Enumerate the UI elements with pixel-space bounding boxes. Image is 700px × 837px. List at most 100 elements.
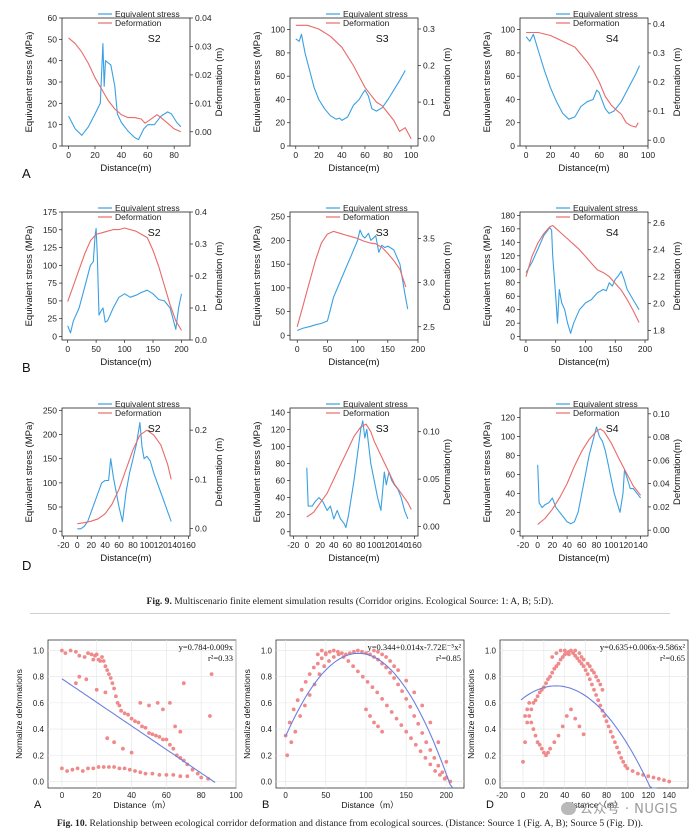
legend-stress-label: Equivalent stress bbox=[573, 9, 638, 19]
data-point bbox=[615, 745, 619, 750]
data-point bbox=[208, 714, 212, 718]
y-tick-label: 0.6 bbox=[261, 699, 273, 708]
y-tick-label: 0.2 bbox=[261, 751, 273, 760]
scenario-title: S2 bbox=[148, 423, 161, 435]
y-tick-label-left: 0 bbox=[510, 526, 515, 536]
y-axis-label-right: Deformation (m) bbox=[214, 438, 225, 507]
data-point bbox=[91, 766, 96, 771]
legend-deformation-label: Deformation bbox=[343, 18, 390, 28]
data-point bbox=[613, 740, 617, 745]
data-point bbox=[190, 767, 195, 772]
y-tick-label-left: 40 bbox=[276, 94, 286, 104]
x-tick-label: 160 bbox=[182, 540, 196, 550]
scenario-title: S2 bbox=[148, 33, 161, 45]
x-tick-label: 120 bbox=[154, 540, 168, 550]
data-point bbox=[646, 774, 651, 779]
plot-frame bbox=[61, 17, 191, 147]
x-axis-label: Distance（m） bbox=[113, 800, 170, 810]
y-axis-label-left: Equivalent stress (MPa) bbox=[252, 422, 263, 523]
y-tick-label-left: 150 bbox=[43, 225, 57, 235]
y-axis-label-right: Deformation(m) bbox=[442, 439, 453, 505]
panel-label-B: B bbox=[262, 799, 269, 811]
data-point bbox=[171, 773, 176, 777]
x-tick-label: 20 bbox=[90, 150, 100, 160]
y-tick-label-left: 30 bbox=[48, 77, 58, 87]
chart-B-S4: 0 50 100 150 200 0 20 40 60 80 100 120 140 160 180 1.8 2… bbox=[482, 203, 683, 368]
data-point bbox=[112, 686, 116, 691]
x-tick-label: 100 bbox=[351, 344, 365, 354]
data-point bbox=[444, 759, 449, 764]
y-tick-label-left: 175 bbox=[43, 207, 57, 217]
data-point bbox=[126, 712, 130, 717]
legend-stress-label: Equivalent stress bbox=[343, 203, 408, 213]
y-tick-label-left: 100 bbox=[271, 25, 285, 35]
data-point bbox=[554, 651, 559, 655]
x-axis-label: Distance(m) bbox=[328, 163, 379, 174]
data-point bbox=[327, 659, 331, 663]
data-point bbox=[556, 661, 561, 666]
data-point bbox=[360, 674, 365, 679]
y-tick-label-right: 0.06 bbox=[653, 455, 670, 465]
data-point bbox=[122, 711, 127, 716]
y-tick-label-left: 80 bbox=[506, 48, 516, 58]
data-point bbox=[567, 652, 571, 657]
plot-frame bbox=[289, 17, 419, 147]
x-tick-label: 60 bbox=[581, 791, 590, 800]
data-point bbox=[412, 714, 417, 718]
x-tick-label: 0 bbox=[283, 791, 288, 800]
y-tick-label-left: 40 bbox=[48, 56, 58, 66]
scatter-Fig10-D: -20 0 20 40 60 80 100 120 140 0.0 0.2 0.4 0.6 0.8 1.0 y… bbox=[466, 639, 689, 811]
y-tick-label-left: 100 bbox=[43, 260, 57, 270]
y-axis-label: Normalize deformations bbox=[14, 669, 24, 759]
y-axis-label: Normalize deformations bbox=[466, 669, 476, 759]
y-tick-label-left: 20 bbox=[276, 510, 286, 520]
data-point bbox=[544, 681, 548, 686]
plot-frame bbox=[289, 407, 419, 537]
fit-curve bbox=[61, 678, 216, 783]
data-point bbox=[535, 740, 540, 745]
y-tick-label-left: 80 bbox=[276, 48, 286, 58]
stress-line bbox=[77, 421, 172, 530]
y-tick-label-right: 0.2 bbox=[195, 425, 207, 435]
y-tick-label-right: 0.1 bbox=[423, 97, 435, 107]
scenario-title: S4 bbox=[606, 423, 619, 435]
data-point bbox=[625, 766, 630, 771]
data-point bbox=[164, 737, 169, 742]
x-tick-label: 80 bbox=[592, 540, 602, 550]
y-tick-label-left: 100 bbox=[501, 431, 515, 441]
stress-line bbox=[296, 229, 409, 332]
y-tick-label-left: 0 bbox=[280, 330, 285, 340]
data-point bbox=[533, 733, 538, 738]
data-point bbox=[558, 648, 563, 653]
data-point bbox=[164, 773, 169, 777]
data-point bbox=[117, 703, 122, 708]
data-point bbox=[365, 680, 370, 684]
data-point bbox=[413, 742, 418, 747]
data-point bbox=[581, 657, 586, 662]
x-tick-label: 40 bbox=[562, 540, 572, 550]
legend-stress-label: Equivalent stress bbox=[343, 399, 408, 409]
data-point bbox=[117, 766, 122, 771]
y-tick-label-left: 60 bbox=[48, 13, 58, 23]
data-point bbox=[351, 664, 355, 669]
x-tick-label: 40 bbox=[117, 150, 127, 160]
data-point bbox=[587, 677, 592, 682]
data-point bbox=[585, 661, 590, 666]
y-tick-label-left: 50 bbox=[48, 34, 58, 44]
data-point bbox=[376, 724, 380, 729]
data-point bbox=[143, 725, 148, 730]
y-tick-label-right: 0.02 bbox=[195, 70, 212, 80]
data-point bbox=[416, 721, 421, 726]
y-tick-label-right: 0.1 bbox=[195, 474, 207, 484]
x-tick-label: 0 bbox=[524, 344, 529, 354]
y-tick-label-left: 100 bbox=[501, 264, 515, 274]
y-tick-label-right: 0.3 bbox=[423, 24, 435, 34]
data-point bbox=[396, 668, 400, 672]
y-tick-label-right: 0.10 bbox=[653, 409, 670, 419]
data-point bbox=[546, 750, 550, 755]
data-point bbox=[527, 701, 532, 705]
figure-9-caption-label: Fig. 9. bbox=[146, 596, 172, 607]
y-axis-label-right: Deformation (m) bbox=[214, 48, 225, 117]
data-point bbox=[299, 687, 304, 692]
plot-frame bbox=[519, 407, 649, 537]
